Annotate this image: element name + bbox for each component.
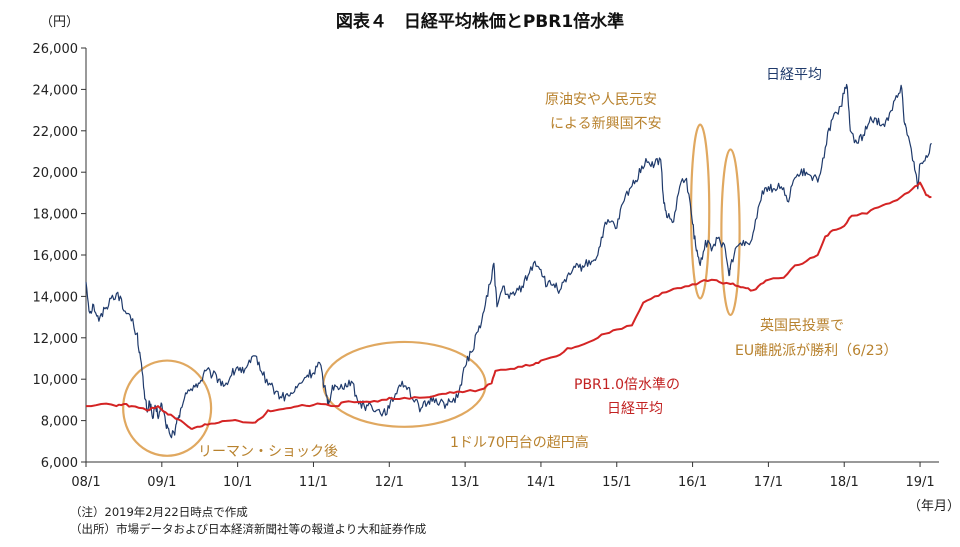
ellipse-brexit	[720, 148, 741, 317]
axes: 6,000 8,000 10,000 12,000 14,000 16,000 18,000…	[33, 42, 939, 490]
y-tick-label: 26,000	[33, 42, 79, 57]
ellipse-emerging-markets	[689, 123, 711, 300]
y-unit-label: （円）	[40, 15, 79, 30]
label-oil-line1: 原油安や人民元安	[545, 92, 657, 108]
x-tick-label: 12/1	[375, 475, 404, 490]
ellipse-lehman	[122, 359, 213, 457]
x-tick-label: 16/1	[678, 475, 707, 490]
series-layer	[85, 83, 932, 439]
y-tick-label: 22,000	[33, 125, 79, 140]
x-tick-label: 15/1	[602, 475, 631, 490]
x-tick-label: 10/1	[223, 475, 252, 490]
label-brexit-line2: EU離脱派が勝利（6/23）	[735, 342, 898, 359]
note-2: （出所）市場データおよび日本経済新聞社等の報道より大和証券作成	[70, 522, 427, 536]
y-tick-label: 14,000	[33, 290, 79, 305]
x-tick-label: 18/1	[830, 475, 859, 490]
label-pbr-line2: 日経平均	[607, 401, 663, 417]
y-tick-label: 24,000	[33, 83, 79, 98]
label-lehman: リーマン・ショック後	[198, 444, 338, 460]
series-line-nikkei	[85, 83, 932, 439]
label-brexit-line1: 英国民投票で	[760, 317, 844, 334]
label-nikkei: 日経平均	[766, 67, 822, 83]
x-tick-label: 13/1	[451, 475, 480, 490]
y-tick-label: 10,000	[33, 373, 79, 388]
y-tick-label: 20,000	[33, 166, 79, 181]
y-tick-label: 8,000	[41, 415, 78, 430]
label-oil-line2: による新興国不安	[550, 116, 662, 132]
y-tick-label: 16,000	[33, 249, 79, 264]
x-tick-label: 09/1	[147, 475, 176, 490]
y-tick-label: 12,000	[33, 332, 79, 347]
x-tick-label: 17/1	[754, 475, 783, 490]
chart-title: 図表４ 日経平均株価とPBR1倍水準	[336, 11, 624, 32]
x-tick-label: 19/1	[905, 475, 934, 490]
x-unit-label: （年月）	[908, 499, 960, 514]
x-tick-label: 08/1	[71, 475, 100, 490]
series-line-pbr	[86, 181, 932, 430]
x-tick-label: 11/1	[299, 475, 328, 490]
label-super-yen: 1ドル70円台の超円高	[450, 434, 589, 451]
y-tick-label: 18,000	[33, 208, 79, 223]
y-tick-label: 6,000	[41, 456, 78, 471]
label-pbr-line1: PBR1.0倍水準の	[574, 377, 680, 393]
x-tick-label: 14/1	[526, 475, 555, 490]
note-1: （注）2019年2月22日時点で作成	[70, 505, 248, 519]
